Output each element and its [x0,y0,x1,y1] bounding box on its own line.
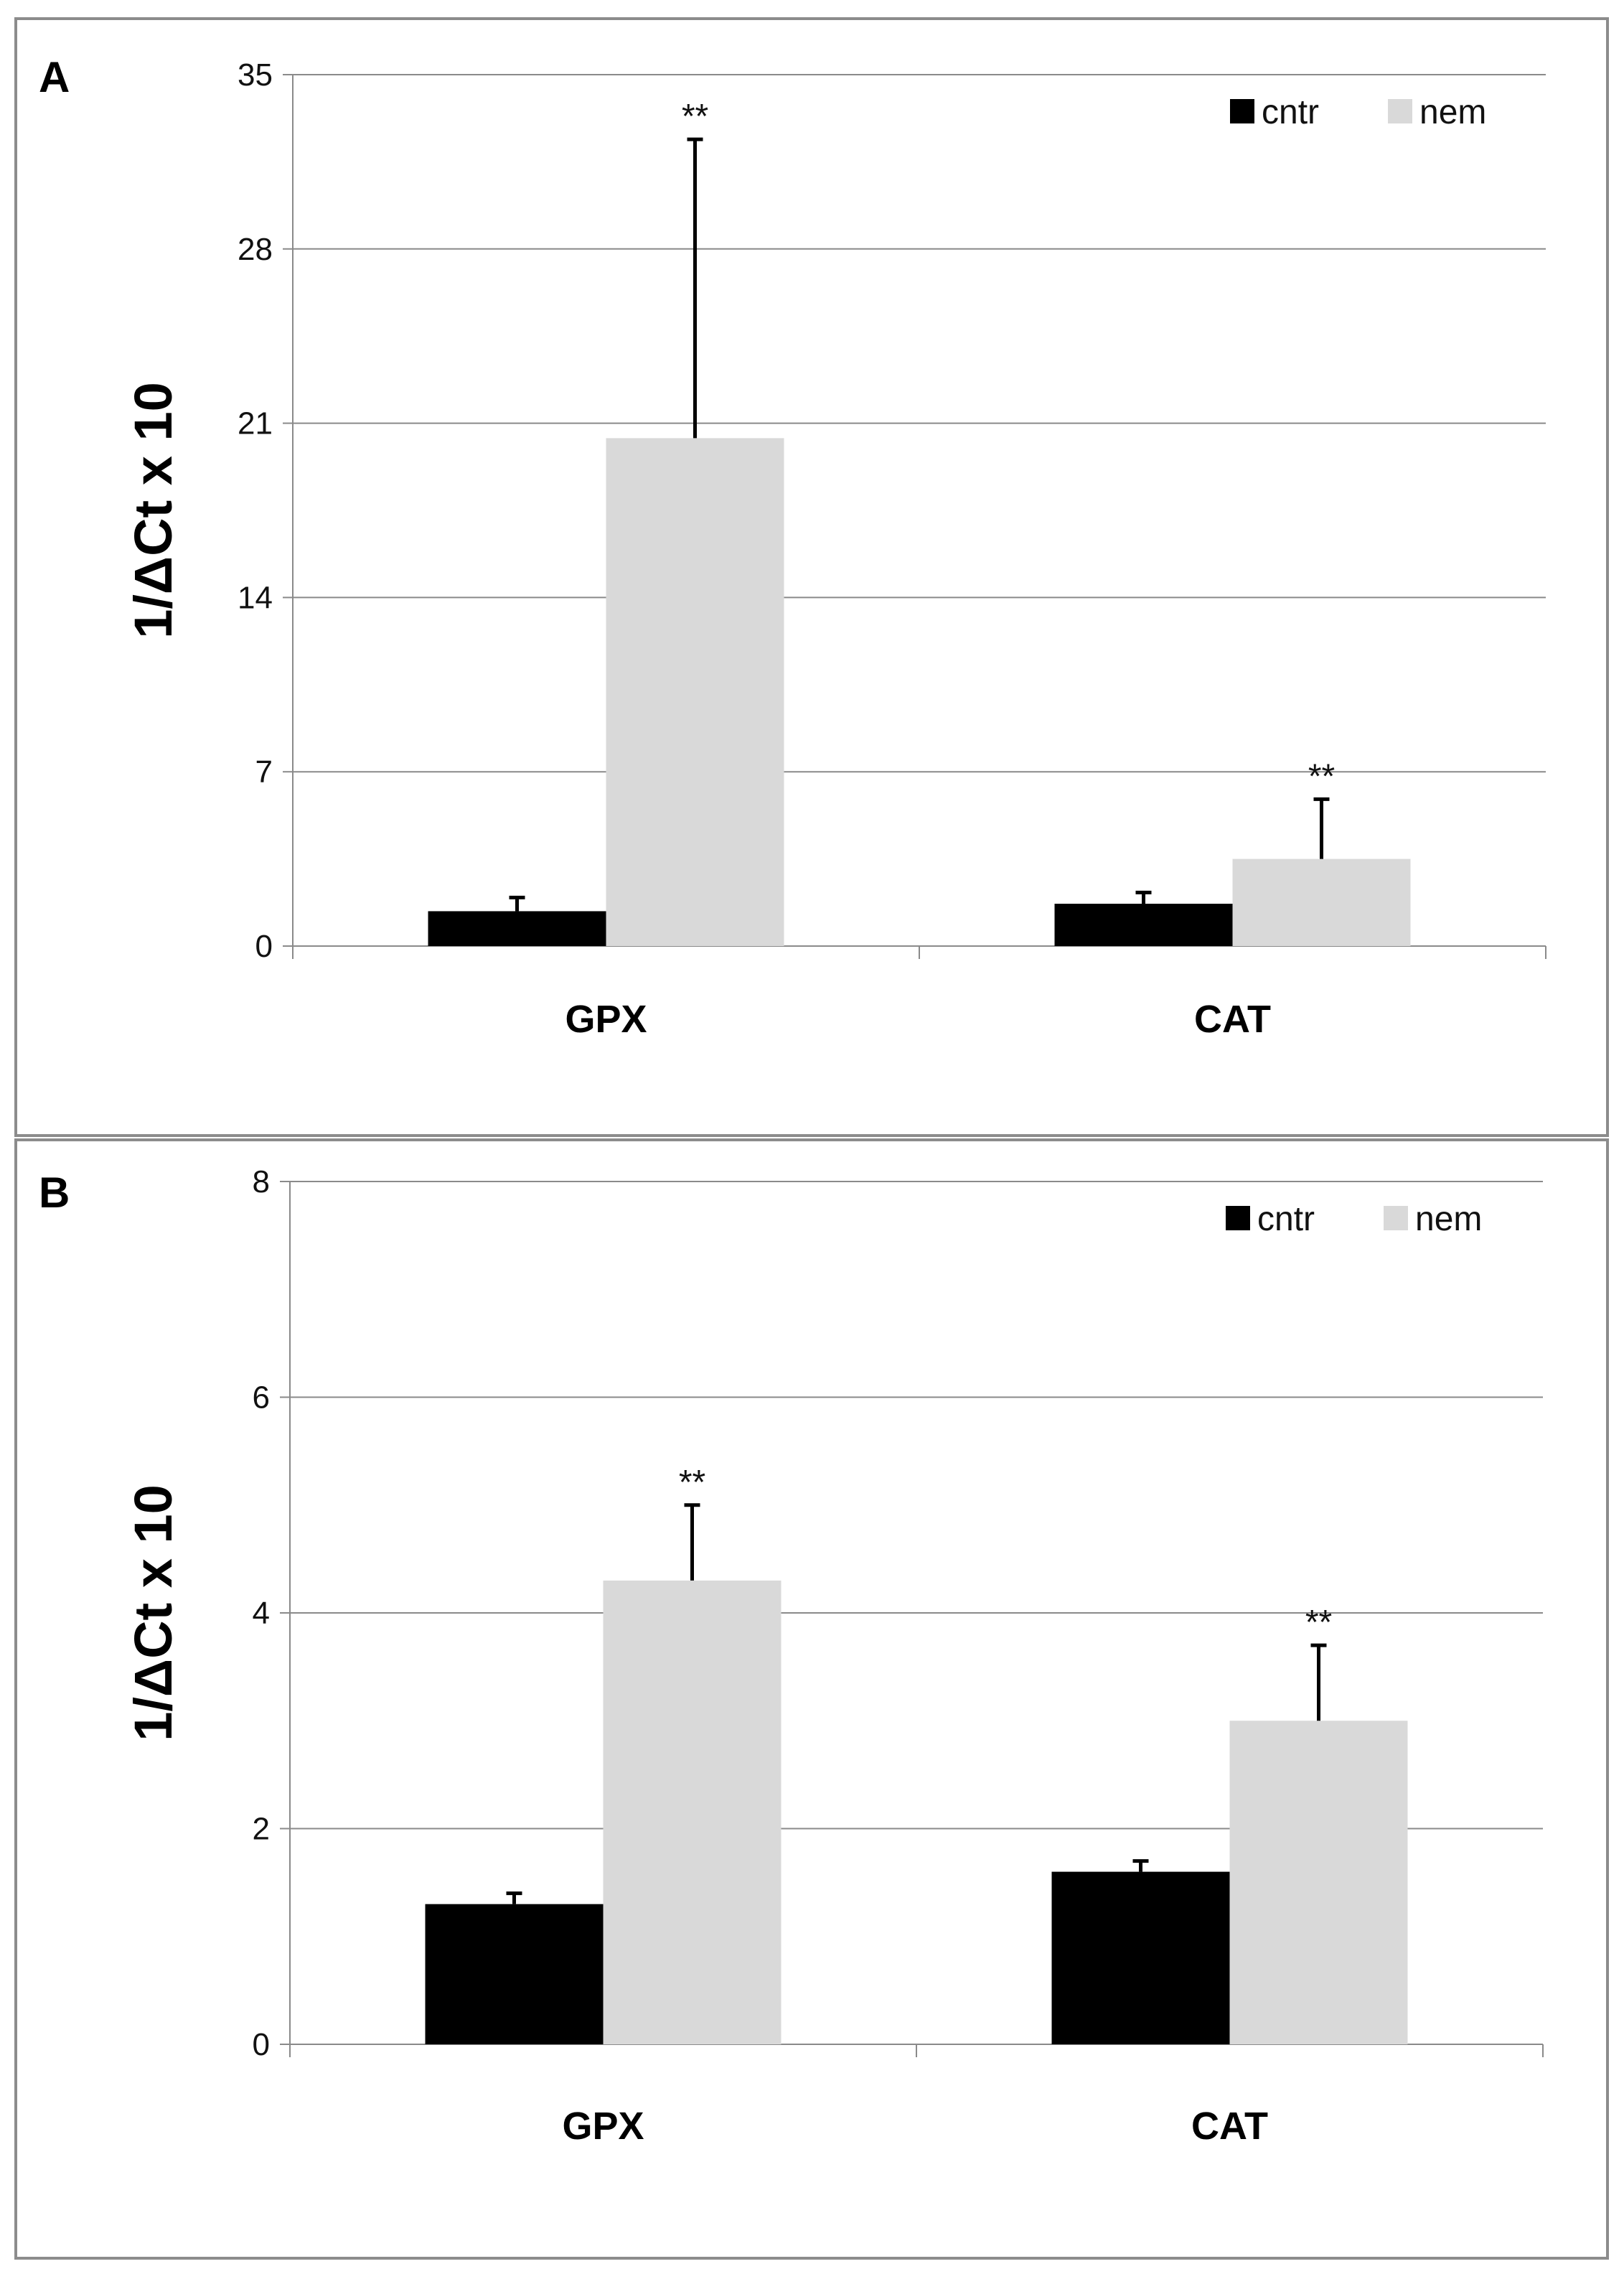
y-axis-label: 1/ΔCt x 10 [123,1484,183,1741]
legend-label-nem: nem [1415,1200,1482,1238]
legend-label-cntr: cntr [1262,93,1319,131]
y-tick-label: 4 [253,1596,270,1631]
bar-cntr-gpx [428,911,606,946]
y-tick-label: 14 [238,580,273,615]
bar-nem-gpx [606,438,784,946]
category-label-gpx: GPX [565,998,647,1041]
significance-marker: ** [682,98,708,136]
legend-swatch-cntr [1230,99,1254,123]
category-label-cat: CAT [1191,2105,1268,2148]
y-tick-label: 35 [238,57,273,93]
category-label-gpx: GPX [562,2105,644,2148]
bar-nem-gpx [603,1580,782,2044]
legend-swatch-nem [1388,99,1412,123]
panel-letter: B [39,1169,70,1217]
y-tick-label: 7 [255,754,273,790]
y-tick-label: 8 [253,1164,270,1199]
y-tick-label: 6 [253,1380,270,1416]
y-tick-label: 0 [255,929,273,964]
bar-cntr-gpx [425,1904,604,2044]
bar-cntr-cat [1051,1871,1230,2044]
significance-marker: ** [1308,757,1335,795]
chart-panel-a: A 0 7 14 21 28 35 ** GPX ** CAT 1/ΔCt x 10 cntr nem [14,17,1609,1137]
y-tick-label: 21 [238,406,273,441]
bar-nem-cat [1229,1721,1408,2044]
y-axis-label: 1/ΔCt x 10 [123,382,183,639]
panel-letter: A [39,53,70,101]
chart-b-svg: B 0 2 4 6 8 ** GPX ** CAT 1/ΔCt x 10 cntr nem [39,1164,1544,2148]
y-tick-label: 0 [253,2027,270,2062]
legend-label-nem: nem [1419,93,1486,131]
chart-a-svg: A 0 7 14 21 28 35 ** GPX ** CAT 1/ΔCt x 10 cntr nem [39,53,1546,1041]
bar-cntr-cat [1054,904,1233,946]
y-tick-label: 2 [253,1812,270,1847]
legend-swatch-nem [1384,1206,1408,1230]
significance-marker: ** [1305,1604,1332,1642]
y-tick-label: 28 [238,232,273,267]
legend-label-cntr: cntr [1257,1200,1315,1238]
bar-nem-cat [1232,858,1411,946]
chart-panel-b: B 0 2 4 6 8 ** GPX ** CAT 1/ΔCt x 10 cntr nem [14,1138,1609,2260]
significance-marker: ** [679,1464,705,1502]
category-label-cat: CAT [1194,998,1271,1041]
legend-swatch-cntr [1226,1206,1250,1230]
